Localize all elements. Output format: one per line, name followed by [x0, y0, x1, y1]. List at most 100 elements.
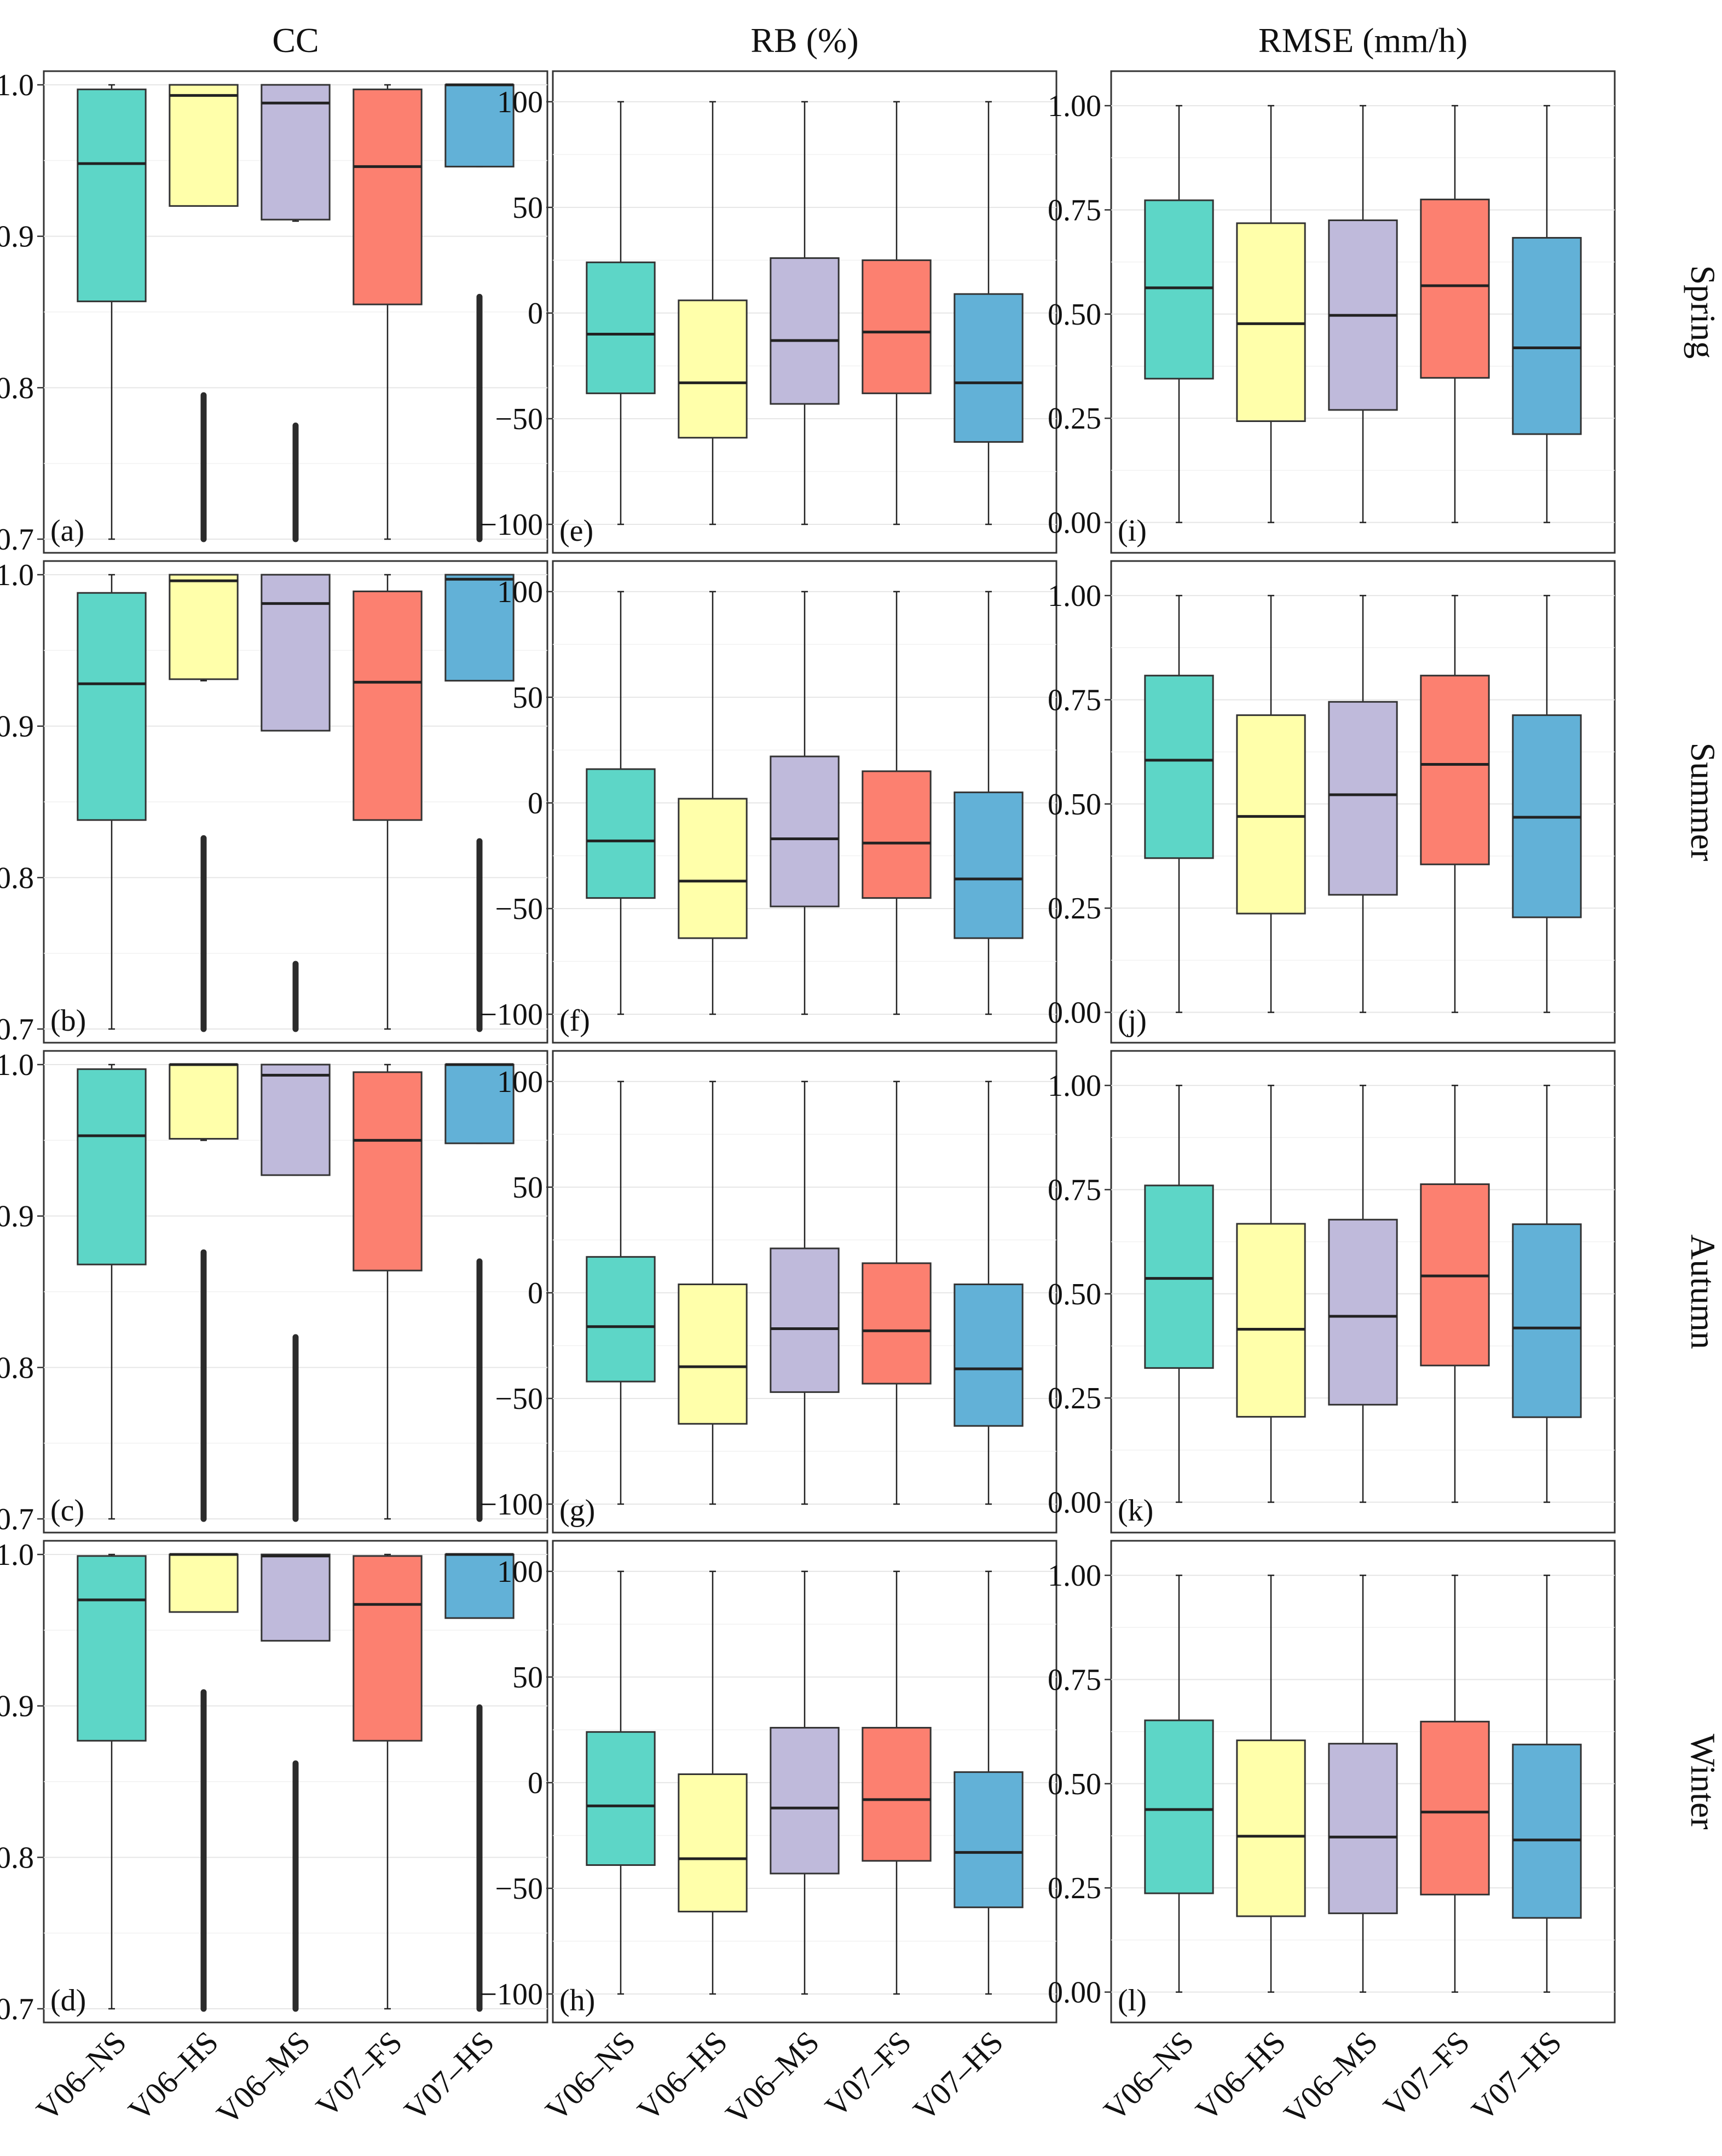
box-v07-fs [1420, 1084, 1490, 1503]
box-v07-fs [1420, 1574, 1490, 1993]
iqr-box [353, 1555, 423, 1742]
y-tick-label: 0 [528, 297, 543, 331]
y-tick-label: 0.7 [0, 1013, 34, 1047]
box-v06-hs [1236, 1084, 1306, 1503]
box-v06-ns [586, 1570, 656, 1995]
box-v07-fs [353, 574, 423, 1030]
box-v07-hs [444, 1553, 515, 2012]
y-tick-label: 100 [497, 1555, 543, 1589]
y-tick-label: 0.25 [1048, 892, 1101, 926]
y-tick-label: 0.50 [1048, 1767, 1101, 1801]
y-tick-label: 0 [528, 787, 543, 820]
y-tick-label: 0.00 [1048, 1486, 1101, 1520]
y-tick-label: 1.00 [1048, 1559, 1101, 1593]
iqr-box [678, 797, 748, 939]
y-tick-label: 0.9 [0, 710, 34, 744]
box-v06-ms [261, 1553, 331, 2012]
column-title-cc: CC [272, 21, 319, 60]
box-v07-fs [353, 1063, 423, 1520]
iqr-box [77, 592, 147, 821]
panel-tag: (c) [50, 1494, 84, 1528]
box-v06-ns [77, 574, 147, 1030]
y-tick-label: 50 [512, 681, 543, 715]
panel-cc-summer: 0.7 0.8 0.9 1.0 (b) [0, 558, 548, 1047]
iqr-box [1328, 1743, 1398, 1915]
y-tick-label: 0.8 [0, 1351, 34, 1385]
panel-tag: (d) [50, 1984, 86, 2018]
y-tick-label: −50 [495, 402, 543, 436]
y-tick-label: 0.7 [0, 1992, 34, 2026]
panel-tag: (k) [1118, 1494, 1153, 1528]
box-v06-ns [586, 591, 656, 1015]
y-tick-label: 100 [497, 1065, 543, 1099]
panel-cc-autumn: 0.7 0.8 0.9 1.0 (c) [0, 1048, 548, 1536]
iqr-box [1420, 674, 1490, 865]
y-tick-label: 0.25 [1048, 1871, 1101, 1905]
y-tick-label: 0.8 [0, 371, 34, 405]
iqr-box [1144, 674, 1214, 859]
iqr-box [586, 261, 656, 395]
iqr-box [586, 1256, 656, 1383]
panel-tag: (h) [559, 1984, 595, 2018]
y-tick-label: 1.00 [1048, 579, 1101, 613]
season-label-autumn: Autumn [1684, 1234, 1722, 1349]
iqr-box [1328, 1218, 1398, 1406]
y-tick-label: 0.50 [1048, 1278, 1101, 1311]
y-tick-label: 1.0 [0, 558, 34, 592]
y-tick-label: 1.0 [0, 1048, 34, 1082]
box-v06-ms [1328, 105, 1398, 523]
iqr-box [954, 1771, 1024, 1909]
y-tick-label: 0.8 [0, 1841, 34, 1875]
y-tick-label: 1.0 [0, 1538, 34, 1572]
y-tick-label: −50 [495, 1382, 543, 1416]
panel-tag: (b) [50, 1004, 86, 1038]
box-v07-hs [444, 1063, 515, 1522]
iqr-box [770, 1247, 840, 1393]
iqr-box [1236, 1223, 1306, 1418]
y-tick-label: 0.7 [0, 523, 34, 557]
iqr-box [586, 1731, 656, 1866]
box-v07-fs [862, 591, 932, 1015]
box-v06-ns [586, 1080, 656, 1505]
iqr-box [1236, 714, 1306, 915]
y-tick-label: 0.75 [1048, 193, 1101, 227]
box-v07-fs [1420, 594, 1490, 1013]
iqr-box [77, 1068, 147, 1265]
iqr-box [862, 770, 932, 899]
iqr-box [77, 88, 147, 303]
box-v06-ms [1328, 1084, 1398, 1503]
iqr-box [678, 1773, 748, 1912]
box-v06-ns [1144, 105, 1214, 523]
box-v07-hs [1512, 594, 1582, 1013]
box-v06-hs [169, 1553, 239, 2012]
box-v07-hs [954, 101, 1024, 525]
iqr-box [353, 590, 423, 821]
panel-cc-winter: 0.70.80.91.0(d)V06–NSV06–HSV06–MSV07–FSV… [0, 1538, 548, 2132]
iqr-box [586, 768, 656, 899]
y-tick-label: 100 [497, 575, 543, 609]
box-v07-hs [444, 574, 515, 1032]
y-tick-label: 0.75 [1048, 1663, 1101, 1697]
iqr-box [261, 574, 331, 732]
y-tick-label: 0.9 [0, 220, 34, 254]
box-v06-ms [770, 1570, 840, 1995]
y-tick-label: 0.75 [1048, 1173, 1101, 1207]
y-tick-label: −100 [479, 1978, 543, 2012]
y-tick-label: 0.50 [1048, 788, 1101, 822]
box-v07-hs [1512, 105, 1582, 523]
season-label-winter: Winter [1684, 1733, 1722, 1829]
box-v06-ms [261, 1063, 331, 1522]
column-title-rb: RB (%) [750, 21, 858, 60]
y-tick-label: 0.8 [0, 861, 34, 895]
box-v07-hs [954, 591, 1024, 1015]
y-tick-label: 0.00 [1048, 996, 1101, 1030]
iqr-box [261, 1063, 331, 1176]
box-v07-fs [1420, 105, 1490, 523]
box-v06-ms [1328, 1574, 1398, 1993]
box-v06-hs [1236, 594, 1306, 1013]
iqr-box [678, 1283, 748, 1425]
box-v07-hs [1512, 1574, 1582, 1993]
plot-area: CC0.70.80.91.0(a)0.70.80.91.0(b)0.70.80.… [0, 21, 1722, 2132]
iqr-box [1144, 1719, 1214, 1894]
